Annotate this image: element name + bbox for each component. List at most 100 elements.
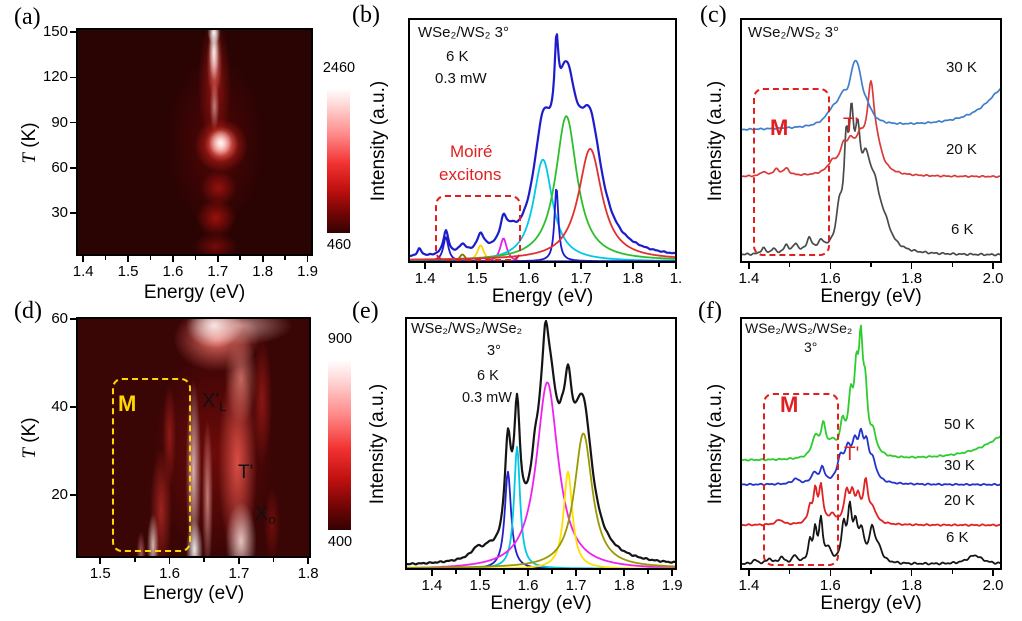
- y-tick-label: 20: [51, 486, 68, 504]
- fit-yellow-peak: [407, 470, 675, 568]
- trace-label-20K: 20 K: [944, 492, 975, 509]
- heatmap-feature: [204, 30, 223, 48]
- y-tick-label: 150: [42, 23, 68, 41]
- x-tick-label: 1.4: [738, 577, 760, 594]
- y-tick: [70, 76, 76, 79]
- x-minor-tick: [599, 570, 601, 574]
- x-tick-label: 1.9: [297, 263, 319, 280]
- spectrum-6K: [742, 500, 1000, 566]
- panel-d-yaxis-title: T (K): [19, 417, 40, 459]
- y-tick: [70, 212, 76, 214]
- spectrum-30K: [742, 59, 1000, 131]
- x-minor-tick: [554, 263, 556, 267]
- fit-cyan-peak: [407, 445, 675, 568]
- x-tick: [261, 256, 264, 262]
- x-minor-tick: [104, 256, 107, 260]
- panel-f-yaxis-title: Intensity (a.u.): [705, 383, 726, 505]
- trace-label-6K: 6 K: [946, 529, 969, 546]
- y-tick-label: 90: [51, 113, 68, 131]
- x-minor-tick: [502, 263, 504, 267]
- y-tick-label: 60: [51, 158, 68, 176]
- x-tick-label: 1.4: [738, 270, 760, 287]
- sample-label: WSe₂/WS₂ 3°: [748, 24, 839, 41]
- panel-e-plot: [405, 317, 677, 570]
- x-tick-label: 1.4: [414, 270, 436, 287]
- x-tick-label: 1.5: [117, 263, 139, 280]
- x-tick-label: 1.6: [159, 565, 180, 582]
- neutral-exciton-label: Xo: [255, 503, 276, 528]
- temperature-label: 6 K: [446, 48, 469, 65]
- x-tick-label: 1.4: [72, 263, 94, 280]
- colorbar-a-min-label: 460: [326, 237, 352, 253]
- y-tick: [70, 318, 76, 320]
- moire-excitons-label-line1: Moiré: [450, 142, 493, 161]
- trace-label-30K: 30 K: [944, 457, 975, 474]
- heatmap-feature: [186, 227, 245, 254]
- sample-label: WSe₂/WS₂ 3°: [418, 24, 509, 41]
- panel-a-heatmap: [76, 28, 313, 256]
- x-tick-label: 1.6: [819, 270, 841, 287]
- trace-label-6K: 6 K: [951, 221, 974, 238]
- x-minor-tick: [647, 570, 649, 574]
- dashed-annotation-box: [753, 88, 830, 256]
- x-tick-label: 1.8: [297, 565, 319, 582]
- y-tick: [70, 406, 76, 408]
- x-tick-label: 1.7: [565, 577, 587, 594]
- x-tick-label: 1.8: [613, 577, 635, 594]
- x-tick-label: 1.8: [252, 263, 274, 280]
- x-minor-tick: [951, 570, 954, 574]
- fit-navy-peak: [431, 470, 585, 568]
- x-tick-label: 1.6: [517, 577, 539, 594]
- panel-a-xaxis-title: Energy (eV): [143, 282, 246, 303]
- colorbar-d-min-label: 400: [327, 534, 353, 550]
- x-tick: [217, 256, 219, 262]
- y-tick-label: 40: [51, 398, 68, 416]
- x-tick: [910, 263, 913, 269]
- y-tick: [70, 166, 76, 169]
- x-tick-label: 2.0: [982, 270, 1004, 287]
- trion-label: T': [843, 115, 859, 136]
- x-tick: [99, 558, 102, 564]
- panel-e-xaxis-title: Energy (eV): [490, 593, 592, 614]
- x-tick: [992, 263, 994, 269]
- panel-f-letter: (f): [698, 298, 722, 324]
- x-tick-label: 1.9: [661, 577, 683, 594]
- localized-exciton-label: X'L: [202, 390, 227, 415]
- x-minor-tick: [450, 263, 452, 267]
- x-tick: [168, 558, 171, 564]
- panel-f-curves: [742, 324, 1000, 566]
- panel-c-yaxis-title: Intensity (a.u.): [705, 80, 726, 202]
- dashed-annotation-box: [763, 393, 839, 566]
- panel-d-letter: (d): [14, 298, 42, 324]
- panel-d-xaxis-title: Energy (eV): [142, 583, 245, 604]
- heatmap-feature: [261, 470, 284, 556]
- panel-b-letter: (b): [352, 2, 380, 28]
- x-tick-label: 1.6: [518, 270, 540, 287]
- x-tick-label: 1.5: [466, 270, 488, 287]
- y-tick-label: 60: [51, 310, 68, 328]
- x-tick: [127, 256, 129, 262]
- colorbar-a-max-label: 2460: [322, 60, 356, 76]
- moire-band-label: M: [780, 392, 799, 417]
- fit-trion-peak: [410, 188, 675, 261]
- x-tick-label: 1.: [669, 270, 683, 287]
- x-tick-label: 1.4: [421, 577, 443, 594]
- sample-label: WSe₂/WS₂/WSe₂: [411, 321, 523, 337]
- panel-c-plot: [740, 18, 1002, 263]
- spectrum-6K: [742, 102, 1000, 257]
- x-minor-tick: [870, 570, 872, 574]
- panel-d-heatmap: [76, 317, 311, 558]
- panel-c-curves: [742, 59, 1000, 257]
- x-minor-tick: [239, 256, 242, 260]
- temperature-label: 6 K: [477, 368, 499, 384]
- x-tick-label: 1.7: [228, 565, 250, 582]
- x-minor-tick: [272, 558, 275, 562]
- x-minor-tick: [194, 256, 197, 260]
- panel-c-letter: (c): [700, 2, 727, 28]
- panel-b: (b) Energy (eV) Intensity (a.u.) 1.4 1.5 1…: [352, 2, 682, 307]
- panel-e-letter: (e): [352, 298, 379, 324]
- x-tick: [431, 570, 433, 576]
- y-tick: [70, 494, 76, 496]
- dashed-annotation-box: [435, 195, 521, 261]
